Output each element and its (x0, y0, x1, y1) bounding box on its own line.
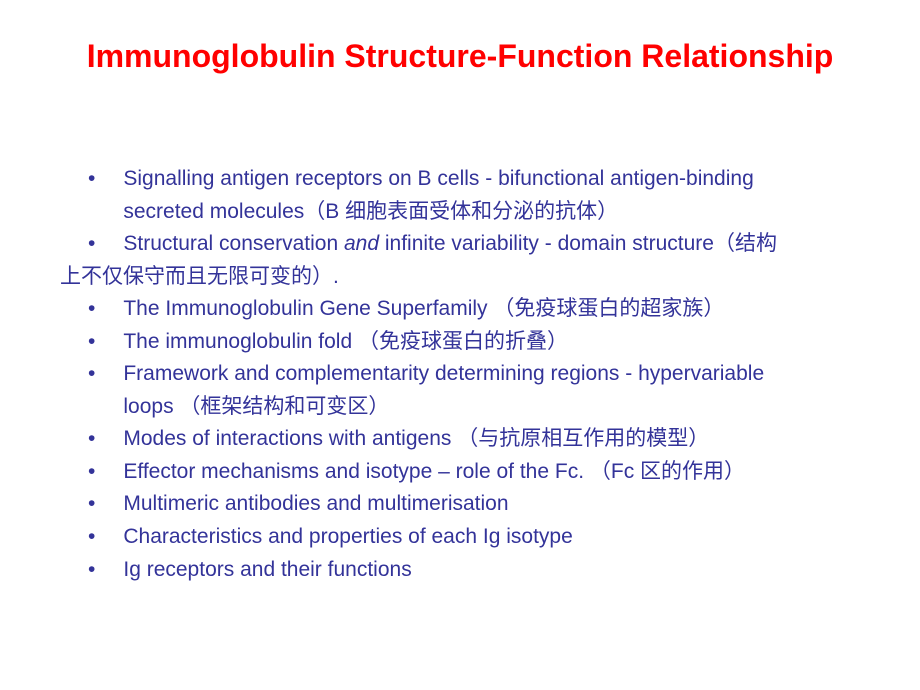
bullet-icon: • (88, 293, 95, 326)
bullet-icon: • (88, 456, 95, 489)
bullet-icon: • (88, 488, 95, 521)
bullet-text: Multimeric antibodies and multimerisatio… (123, 488, 890, 521)
bullet-icon: • (88, 358, 95, 391)
bullet-icon: • (88, 554, 95, 587)
bullet-segment: infinite variability - domain structure（… (379, 232, 777, 255)
bullet-text: Characteristics and properties of each I… (123, 521, 890, 554)
list-item: • Ig receptors and their functions (60, 554, 890, 587)
bullet-line: secreted molecules（B 细胞表面受体和分泌的抗体） (123, 200, 618, 223)
bullet-text: Framework and complementarity determinin… (123, 358, 890, 423)
list-item: • Effector mechanisms and isotype – role… (60, 456, 890, 489)
bullet-line: Framework and complementarity determinin… (123, 362, 764, 385)
bullet-text: Ig receptors and their functions (123, 554, 890, 587)
list-item: • Characteristics and properties of each… (60, 521, 890, 554)
list-item: • Framework and complementarity determin… (60, 358, 890, 423)
list-item: • Signalling antigen receptors on B cell… (60, 163, 890, 228)
bullet-icon: • (88, 423, 95, 456)
bullet-icon: • (88, 326, 95, 359)
list-item: • Multimeric antibodies and multimerisat… (60, 488, 890, 521)
bullet-line: loops （框架结构和可变区） (123, 395, 389, 418)
list-item: • Structural conservation and infinite v… (60, 228, 890, 261)
bullet-text: Effector mechanisms and isotype – role o… (123, 456, 890, 489)
bullet-icon: • (88, 228, 95, 261)
bullet-text: The immunoglobulin fold （免疫球蛋白的折叠） (123, 326, 890, 359)
bullet-text: The Immunoglobulin Gene Superfamily （免疫球… (123, 293, 890, 326)
slide-title: Immunoglobulin Structure-Function Relati… (0, 38, 920, 75)
list-item: • The Immunoglobulin Gene Superfamily （免… (60, 293, 890, 326)
bullet-text: Signalling antigen receptors on B cells … (123, 163, 890, 228)
bullet-segment: Structural conservation (123, 232, 344, 255)
list-item: • The immunoglobulin fold （免疫球蛋白的折叠） (60, 326, 890, 359)
bullet-text: Modes of interactions with antigens （与抗原… (123, 423, 890, 456)
bullet-list: • Signalling antigen receptors on B cell… (0, 163, 920, 586)
bullet-icon: • (88, 521, 95, 554)
bullet-italic: and (344, 232, 379, 255)
bullet-text: Structural conservation and infinite var… (123, 228, 890, 261)
bullet-continuation: 上不仅保守而且无限可变的）. (60, 261, 890, 294)
list-item: • Modes of interactions with antigens （与… (60, 423, 890, 456)
bullet-icon: • (88, 163, 95, 196)
bullet-line: Signalling antigen receptors on B cells … (123, 167, 753, 190)
slide: Immunoglobulin Structure-Function Relati… (0, 0, 920, 690)
